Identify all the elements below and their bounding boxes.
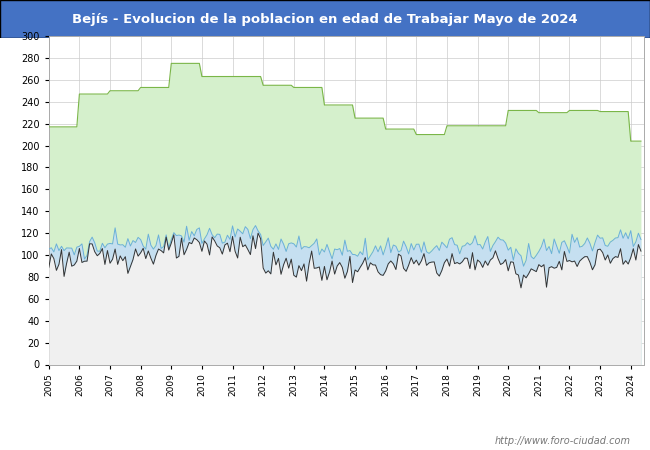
Text: http://www.foro-ciudad.com: http://www.foro-ciudad.com bbox=[495, 436, 630, 446]
FancyBboxPatch shape bbox=[0, 0, 650, 38]
Text: Bejís - Evolucion de la poblacion en edad de Trabajar Mayo de 2024: Bejís - Evolucion de la poblacion en eda… bbox=[72, 13, 578, 26]
